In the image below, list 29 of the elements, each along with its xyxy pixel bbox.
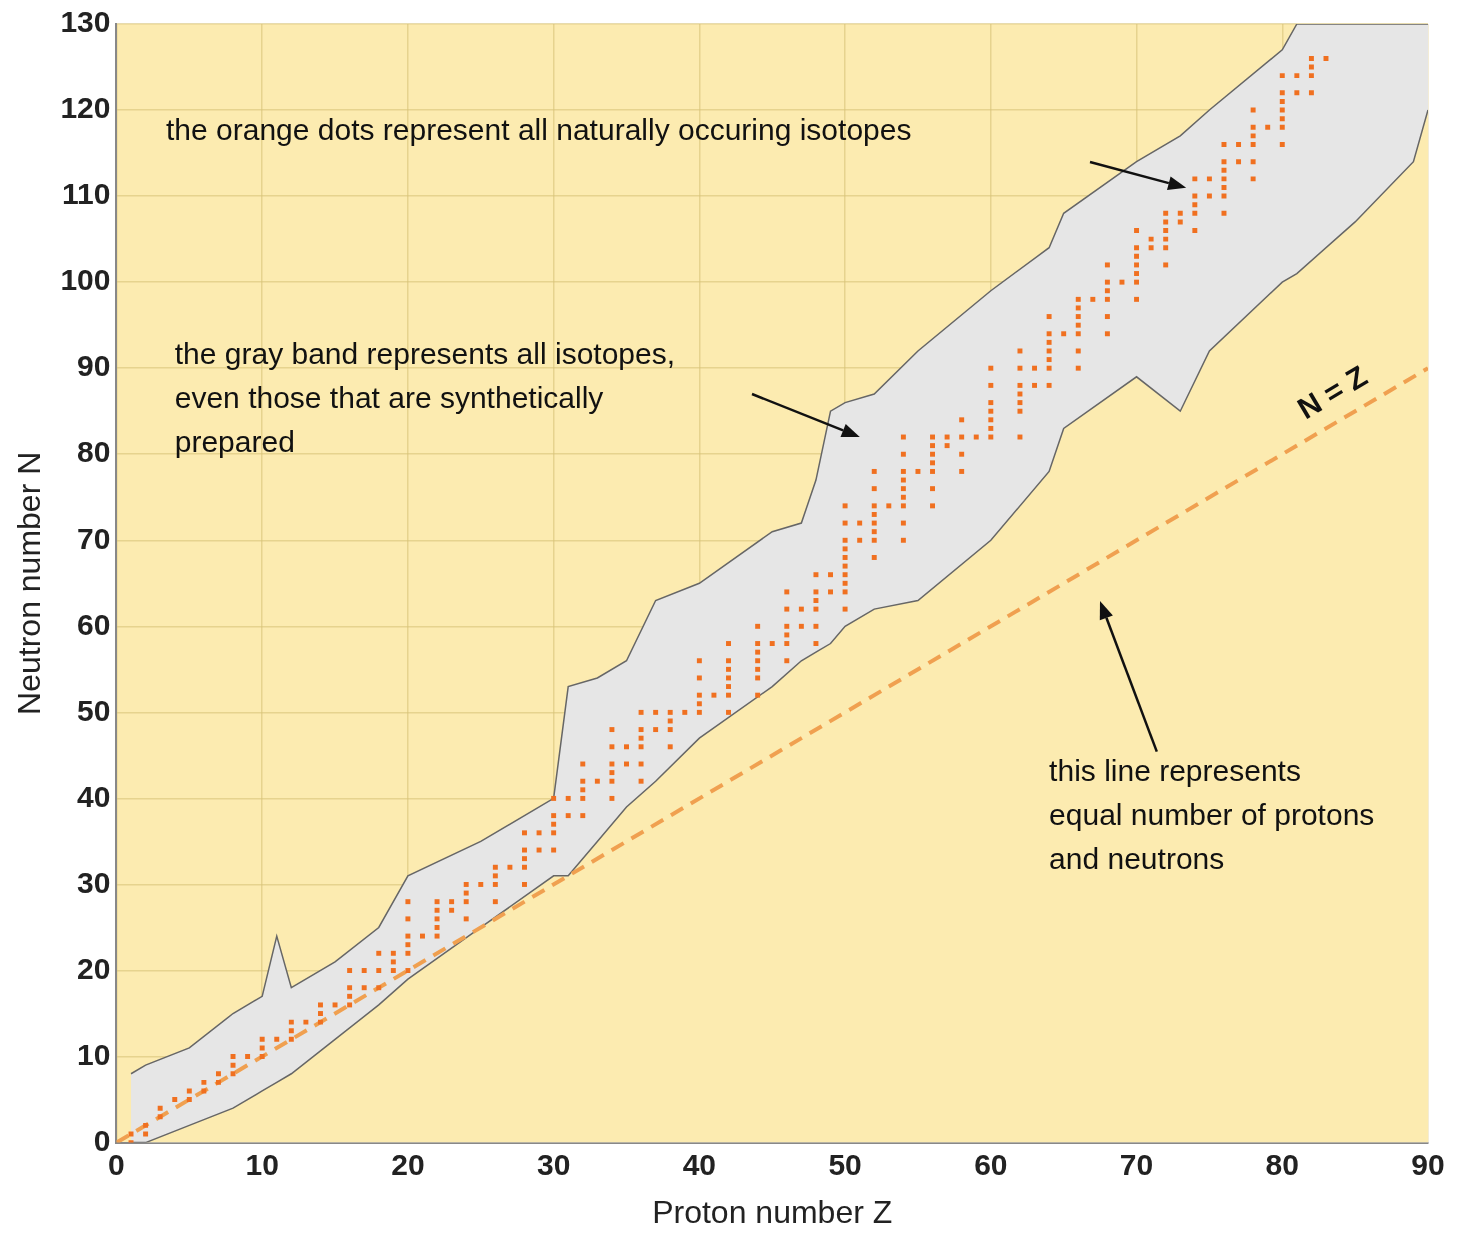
annotation: this line represents equal number of protons and neutrons bbox=[1049, 753, 1375, 875]
y-tick-label: 120 bbox=[60, 91, 111, 125]
x-tick-label: 30 bbox=[536, 1147, 571, 1181]
x-tick-label: 40 bbox=[682, 1147, 717, 1181]
y-tick-label: 90 bbox=[77, 349, 111, 383]
y-tick-label: 70 bbox=[77, 521, 111, 555]
y-tick-label: 0 bbox=[93, 1123, 111, 1157]
x-tick-label: 80 bbox=[1265, 1147, 1299, 1181]
x-tick-label: 10 bbox=[245, 1147, 279, 1181]
y-tick-label: 50 bbox=[77, 693, 111, 727]
x-tick-label: 90 bbox=[1411, 1147, 1445, 1181]
x-tick-label: 70 bbox=[1119, 1147, 1154, 1181]
x-tick-label: 60 bbox=[974, 1147, 1008, 1181]
y-axis-title: Neutron number N bbox=[11, 451, 48, 715]
annotation: the orange dots represent all naturally occuring isotopes bbox=[166, 112, 912, 146]
y-tick-label: 130 bbox=[60, 5, 111, 39]
y-tick-label: 10 bbox=[77, 1037, 111, 1071]
x-tick-label: 20 bbox=[391, 1147, 425, 1181]
annotation: N = Z bbox=[1291, 359, 1373, 426]
x-axis-title: Proton number Z bbox=[652, 1193, 893, 1230]
y-tick-label: 60 bbox=[77, 607, 111, 641]
y-tick-label: 110 bbox=[62, 177, 111, 211]
x-tick-label: 50 bbox=[828, 1147, 862, 1181]
y-tick-label: 100 bbox=[60, 263, 111, 297]
annotation: the gray band represents all isotopes, even those that are synthetically prepared bbox=[174, 337, 676, 459]
y-tick-label: 30 bbox=[77, 865, 111, 899]
y-tick-label: 20 bbox=[77, 951, 111, 985]
y-tick-label: 40 bbox=[77, 779, 111, 813]
y-tick-label: 80 bbox=[77, 435, 111, 469]
